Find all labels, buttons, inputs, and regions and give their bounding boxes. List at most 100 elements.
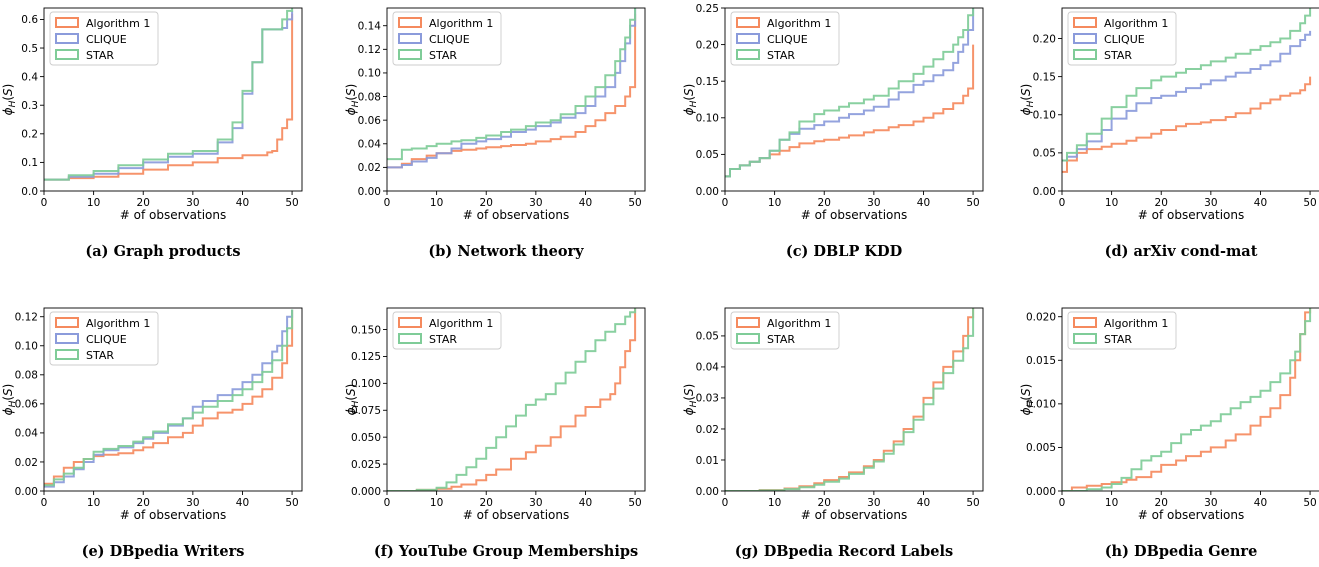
y-tick-label: 0.02 xyxy=(15,457,38,469)
legend: Algorithm 1 STAR xyxy=(392,311,502,350)
y-axis-label: ϕH(S) xyxy=(682,84,699,116)
y-tick-label: 0.14 xyxy=(358,21,382,33)
x-tick-label: 20 xyxy=(818,497,831,509)
legend-swatch xyxy=(55,333,79,344)
chart-panel-6: 0 10 20 30 40 50 0.000 0.025 0.050 0.075 0.100 0.12… xyxy=(344,307,646,560)
x-tick-label: 50 xyxy=(628,497,641,509)
series-line-algorithm-1 xyxy=(387,308,637,491)
plot-frame xyxy=(1061,307,1319,492)
chart-panel-7: 0 10 20 30 40 50 0.00 0.01 0.02 0.03 0.04 0.05 # of … xyxy=(682,307,984,560)
series-line-star xyxy=(1062,8,1312,162)
legend-swatch xyxy=(55,349,79,360)
legend-label: STAR xyxy=(767,49,795,62)
y-tick-label: 0.00 xyxy=(696,486,719,498)
series-group xyxy=(44,309,294,488)
legend-label: STAR xyxy=(86,349,114,362)
legend-swatch xyxy=(398,49,422,60)
y-tick-label: 0.125 xyxy=(351,351,381,363)
series-line-star xyxy=(44,8,294,181)
y-tick-label: 0.04 xyxy=(15,428,39,440)
chart-panel-5: 0 10 20 30 40 50 0.00 0.02 0.04 0.06 0.08 0.10 0.12 #… xyxy=(1,307,303,560)
y-axis-label: ϕH(S) xyxy=(1019,384,1036,416)
legend: Algorithm 1 STAR xyxy=(730,311,840,350)
y-tick-label: 0.00 xyxy=(1033,186,1056,198)
legend: Algorithm 1 CLIQUE STAR xyxy=(49,11,159,66)
x-axis-label: # of observations xyxy=(463,508,569,522)
x-tick-label: 10 xyxy=(87,497,100,509)
x-axis-label: # of observations xyxy=(120,208,226,222)
legend-label: STAR xyxy=(767,333,795,346)
chart-panel-2: 0 10 20 30 40 50 0.00 0.02 0.04 0.06 0.08 0.10 0.12 0… xyxy=(344,7,646,260)
legend-label: STAR xyxy=(429,49,457,62)
x-tick-label: 50 xyxy=(628,197,641,209)
x-tick-label: 10 xyxy=(768,497,781,509)
legend-label: Algorithm 1 xyxy=(1104,317,1168,330)
legend-swatch xyxy=(736,17,760,28)
x-tick-label: 0 xyxy=(41,497,48,509)
x-tick-label: 0 xyxy=(41,197,48,209)
series-group xyxy=(725,308,975,491)
x-tick-label: 40 xyxy=(917,497,930,509)
series-group xyxy=(387,8,637,169)
legend-label: Algorithm 1 xyxy=(429,17,493,30)
x-tick-label: 30 xyxy=(867,497,880,509)
legend-swatch xyxy=(736,317,760,328)
y-tick-label: 0.10 xyxy=(696,113,719,125)
legend-label: CLIQUE xyxy=(429,33,470,46)
y-tick-label: 0.20 xyxy=(1033,33,1056,45)
x-tick-label: 10 xyxy=(768,197,781,209)
series-group xyxy=(725,8,975,178)
y-tick-label: 0.100 xyxy=(351,378,381,390)
y-tick-label: 0.10 xyxy=(15,341,38,353)
y-tick-label: 0.005 xyxy=(1026,442,1056,454)
subfigure-caption: (h) DBpedia Genre xyxy=(1105,543,1258,560)
y-tick-label: 0.02 xyxy=(358,162,381,174)
legend-swatch xyxy=(1073,317,1097,328)
x-tick-label: 30 xyxy=(529,197,542,209)
legend-swatch xyxy=(736,49,760,60)
subfigure-caption: (g) DBpedia Record Labels xyxy=(735,543,953,560)
x-tick-label: 10 xyxy=(1105,497,1118,509)
y-axis-label: ϕH(S) xyxy=(682,384,699,416)
subfigure-caption: (f) YouTube Group Memberships xyxy=(374,543,638,560)
x-tick-label: 40 xyxy=(1254,497,1267,509)
legend-swatch xyxy=(398,333,422,344)
y-tick-label: 0.00 xyxy=(696,186,719,198)
plot-frame xyxy=(386,7,646,192)
y-tick-label: 0.3 xyxy=(21,100,38,112)
chart-panel-3: 0 10 20 30 40 50 0.00 0.05 0.10 0.15 0.20 0.25 # of … xyxy=(682,3,984,260)
legend-label: Algorithm 1 xyxy=(86,317,150,330)
y-tick-label: 0.03 xyxy=(696,393,719,405)
legend: Algorithm 1 CLIQUE STAR xyxy=(1067,11,1177,66)
x-tick-label: 30 xyxy=(1204,497,1217,509)
legend-swatch xyxy=(1073,17,1097,28)
series-line-star xyxy=(387,8,637,161)
x-tick-label: 20 xyxy=(818,197,831,209)
y-tick-label: 0.08 xyxy=(15,370,38,382)
y-tick-label: 0.010 xyxy=(1026,399,1056,411)
subfigure-caption: (e) DBpedia Writers xyxy=(82,543,245,560)
y-tick-label: 0.12 xyxy=(15,312,38,324)
x-tick-label: 40 xyxy=(579,197,592,209)
y-tick-label: 0.10 xyxy=(1033,110,1056,122)
y-tick-label: 0.15 xyxy=(696,76,719,88)
x-tick-label: 0 xyxy=(722,197,729,209)
y-tick-label: 0.10 xyxy=(358,68,381,80)
series-line-algorithm-1 xyxy=(1062,308,1312,491)
subfigure-caption: (c) DBLP KDD xyxy=(786,243,902,260)
x-tick-label: 40 xyxy=(236,197,249,209)
series-line-clique xyxy=(387,8,637,169)
legend-swatch xyxy=(398,33,422,44)
y-tick-label: 0.025 xyxy=(351,459,381,471)
y-axis-label: ϕH(S) xyxy=(1,84,18,116)
legend-swatch xyxy=(736,33,760,44)
plot-frame xyxy=(724,7,984,192)
legend: Algorithm 1 CLIQUE STAR xyxy=(49,311,159,366)
series-line-algorithm-1 xyxy=(1062,76,1312,173)
x-tick-label: 0 xyxy=(1059,497,1066,509)
y-tick-label: 0.000 xyxy=(351,486,381,498)
series-line-star xyxy=(725,8,975,178)
legend-label: STAR xyxy=(429,333,457,346)
x-tick-label: 40 xyxy=(579,497,592,509)
